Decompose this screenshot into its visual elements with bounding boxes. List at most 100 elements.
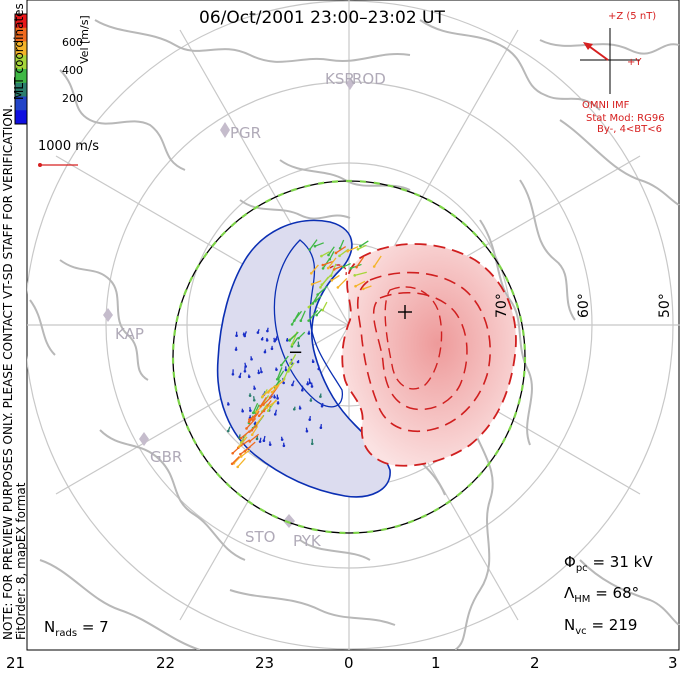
velocity-vector	[244, 441, 256, 452]
velocity-vector	[237, 457, 246, 468]
velocity-colorbar	[14, 13, 28, 125]
velocity-vector	[238, 434, 241, 438]
mlt-label-2: 2	[530, 654, 540, 672]
velocity-vector	[277, 370, 285, 380]
velocity-vector	[263, 435, 266, 441]
velocity-vector	[331, 274, 340, 281]
station-label-kap: KAP	[115, 325, 144, 343]
velocity-vector	[246, 418, 257, 429]
velocity-vector	[280, 355, 289, 366]
radar-count: Nrads = 7	[44, 618, 109, 639]
velocity-vector	[360, 240, 369, 247]
station-markers	[103, 78, 354, 528]
velocity-vector	[252, 402, 259, 414]
coordinate-system-label: MLT coordinates	[12, 3, 26, 100]
hm-boundary-latitude: ΛHM = 68°	[564, 584, 639, 605]
mlt-label-21: 21	[6, 654, 26, 672]
velocity-vector	[289, 331, 299, 341]
velocity-vector	[293, 406, 296, 410]
negative-cell-minimum: −	[288, 342, 303, 363]
velocity-vector	[333, 265, 343, 270]
velocity-vector	[273, 337, 276, 342]
velocity-vector	[244, 362, 247, 367]
imf-dial	[580, 28, 640, 94]
velocity-vector	[322, 301, 328, 311]
velocity-vector	[271, 384, 280, 393]
velocity-vector	[267, 385, 276, 393]
velocity-vector	[240, 431, 249, 439]
nvc-symbol: N	[564, 616, 576, 634]
velocity-vector	[253, 385, 256, 389]
station-label-pgr: PGR	[230, 124, 262, 142]
velocity-vector	[320, 424, 322, 428]
velocity-vector	[231, 456, 240, 465]
velocity-vector	[308, 309, 319, 322]
velocity-vector	[319, 393, 322, 397]
velocity-vector	[276, 367, 283, 380]
velocity-vector	[300, 310, 306, 321]
velocity-vector	[322, 260, 333, 266]
mlt-label-3: 3	[668, 654, 678, 672]
colorbar-outline	[14, 13, 28, 125]
velocity-vector	[312, 294, 319, 304]
velocity-vector	[293, 310, 303, 321]
colorbar-segment	[15, 27, 27, 42]
velocity-vector	[259, 437, 262, 442]
velocity-vector	[337, 278, 348, 288]
colorbar-segment	[15, 14, 27, 29]
velocity-vector	[251, 425, 259, 436]
velocity-vector	[227, 426, 231, 432]
reference-vector	[38, 163, 78, 167]
imf-bz-label: +Z (5 nT)	[608, 11, 657, 22]
colorbar-segment	[15, 96, 27, 111]
colorbar-segment	[15, 55, 27, 70]
velocity-vector	[266, 400, 278, 409]
velocity-vector	[314, 242, 324, 247]
colorbar-tick-600: 600	[62, 36, 83, 49]
velocity-vectors	[226, 239, 382, 469]
nrads-subscript: rads	[55, 628, 78, 639]
velocity-vector	[240, 433, 247, 443]
velocity-vector	[363, 285, 372, 290]
nrads-value: = 7	[81, 618, 109, 636]
velocity-vector	[238, 436, 248, 447]
velocity-vector	[257, 329, 260, 333]
nvc-value: = 219	[591, 616, 638, 634]
velocity-vector	[262, 394, 270, 405]
positive-cell-small-contour	[329, 264, 347, 276]
imf-condition: By-, 4<BT<6	[597, 124, 663, 135]
mlt-label-1: 1	[431, 654, 441, 672]
velocity-vector	[310, 264, 319, 274]
positive-cell-inner-3	[384, 286, 443, 390]
mlt-label-23: 23	[255, 654, 275, 672]
positive-cell-inner-1	[356, 271, 491, 432]
velocity-vector	[327, 257, 337, 269]
hm-boundary-green	[171, 179, 527, 535]
velocity-vector	[311, 359, 314, 362]
station-label-gbr: GBR	[150, 448, 183, 466]
velocity-vector	[266, 327, 269, 332]
nvc-subscript: vc	[575, 626, 587, 637]
imf-source: OMNI IMF	[582, 100, 630, 111]
nrads-symbol: N	[44, 618, 56, 636]
station-label-sto: STO	[245, 528, 276, 546]
phi-pc-symbol: Φ	[564, 553, 576, 571]
velocity-vector	[287, 362, 295, 372]
velocity-vector	[252, 396, 255, 401]
vector-count: Nvc = 219	[564, 616, 637, 637]
velocity-vector	[309, 239, 318, 250]
velocity-vector	[240, 449, 251, 457]
imf-model: Stat Mod: RG96	[586, 113, 665, 124]
station-label-rod: ROD	[352, 70, 386, 88]
lambda-hm-symbol: Λ	[564, 584, 575, 602]
velocity-vector	[309, 415, 311, 420]
velocity-vector	[252, 410, 260, 421]
velocity-vector	[317, 285, 328, 296]
velocity-vector	[316, 308, 323, 316]
velocity-vector	[357, 244, 367, 250]
velocity-vector	[321, 251, 330, 257]
velocity-vector	[280, 436, 283, 440]
positive-cell-maximum	[398, 305, 412, 319]
mlt-label-0: 0	[344, 654, 354, 672]
lambda-hm-value: = 68°	[595, 584, 640, 602]
